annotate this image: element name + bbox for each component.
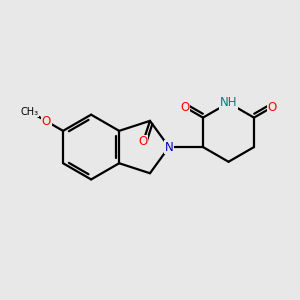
Text: N: N — [165, 141, 173, 154]
Text: O: O — [139, 135, 148, 148]
Text: O: O — [42, 115, 51, 128]
Text: O: O — [180, 100, 189, 113]
Text: NH: NH — [220, 96, 237, 110]
Text: O: O — [268, 100, 277, 113]
Text: CH₃: CH₃ — [21, 107, 39, 117]
